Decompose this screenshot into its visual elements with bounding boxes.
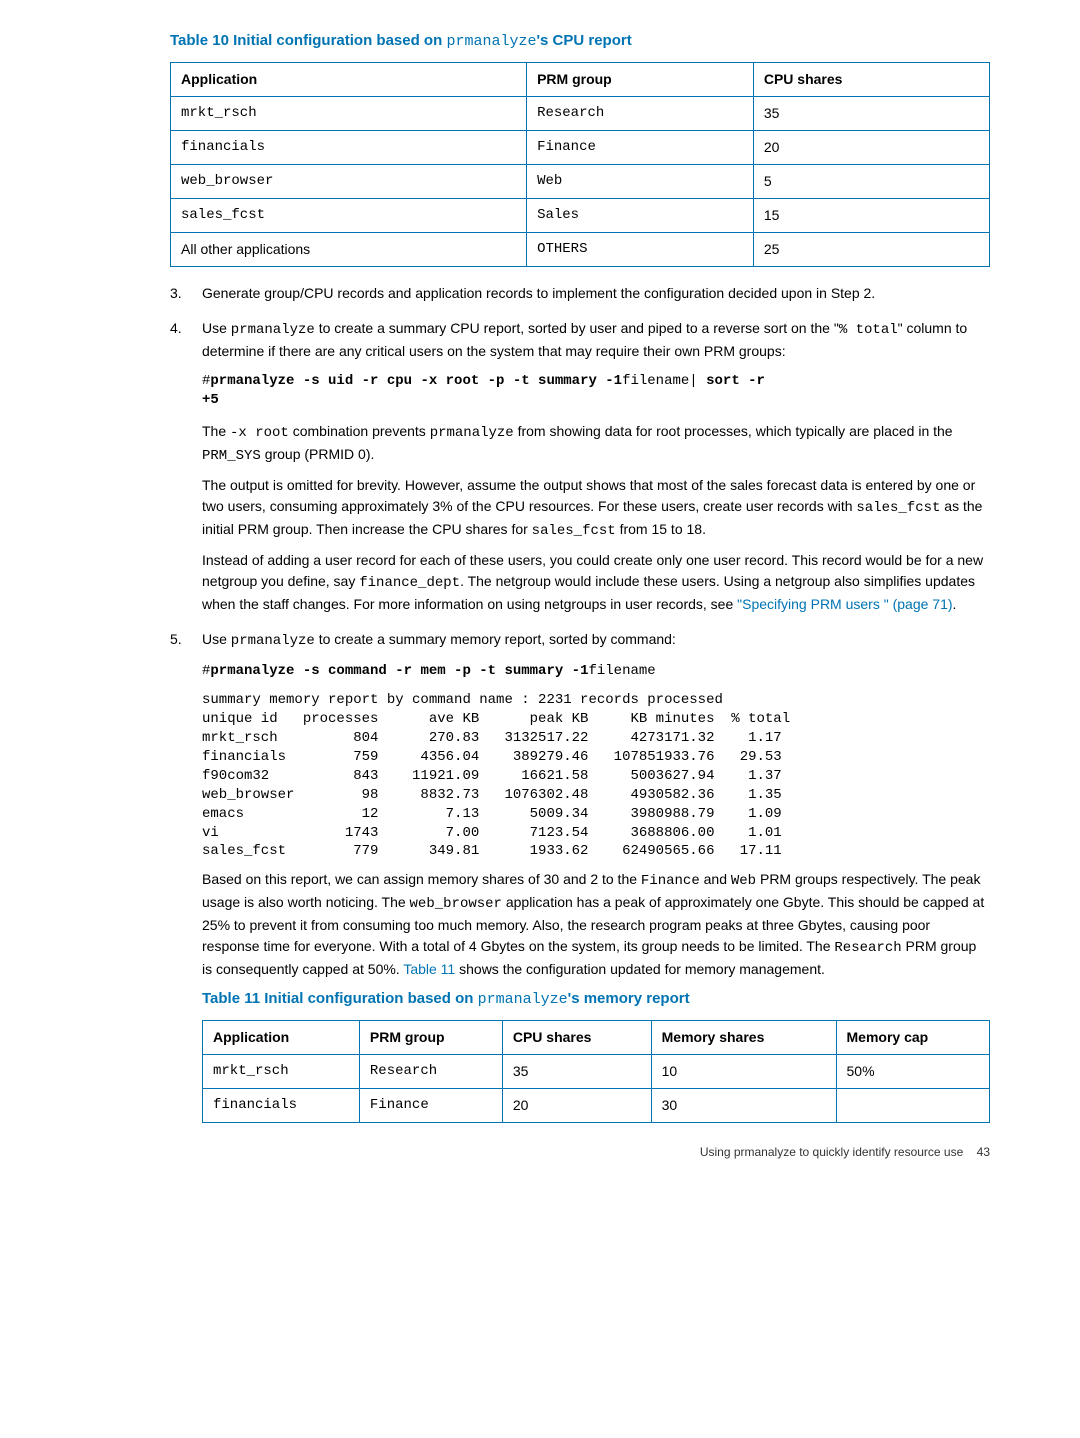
step4-p3: The output is omitted for brevity. Howev… [202,475,990,542]
table-cell: financials [203,1088,360,1122]
table-row: All other applicationsOTHERS25 [171,232,990,266]
table-cell: 35 [502,1054,651,1088]
table11-title-prefix: Table 11 Initial configuration based on [202,990,478,1007]
step3-text: Generate group/CPU records and applicati… [202,285,875,301]
table-row: sales_fcstSales15 [171,198,990,232]
table-cell: 5 [753,164,989,198]
table-cell: Web [527,164,754,198]
column-header: PRM group [359,1020,502,1054]
step5-p1: Use prmanalyze to create a summary memor… [202,629,990,652]
table10-title-suffix: 's CPU report [536,32,631,49]
table-cell: 10 [651,1054,836,1088]
step5-code: #prmanalyze -s command -r mem -p -t summ… [202,662,990,682]
table-cell: Finance [527,130,754,164]
footer-text: Using prmanalyze to quickly identify res… [700,1145,963,1159]
step4-code: #prmanalyze -s uid -r cpu -x root -p -t … [202,372,990,411]
table10-title-mono: prmanalyze [446,33,536,50]
page-footer: Using prmanalyze to quickly identify res… [170,1143,990,1161]
table-cell: Finance [359,1088,502,1122]
table11-title-suffix: 's memory report [568,990,690,1007]
table-cell: 50% [836,1054,990,1088]
step5-p2: Based on this report, we can assign memo… [202,869,990,980]
table-row: financialsFinance20 [171,130,990,164]
table-cell: Sales [527,198,754,232]
step5-link[interactable]: Table 11 [403,961,455,977]
table11-title-mono: prmanalyze [478,991,568,1008]
column-header: Memory cap [836,1020,990,1054]
step4-p1: Use prmanalyze to create a summary CPU r… [202,318,990,362]
column-header: Memory shares [651,1020,836,1054]
table-cell: web_browser [171,164,527,198]
table-cell: 25 [753,232,989,266]
column-header: PRM group [527,62,754,96]
table-cell: mrkt_rsch [203,1054,360,1088]
step-4: Use prmanalyze to create a summary CPU r… [170,318,990,615]
step4-link[interactable]: "Specifying PRM users " (page 71) [737,596,952,612]
step5-output: summary memory report by command name : … [202,691,990,861]
table-cell: 30 [651,1088,836,1122]
table10: ApplicationPRM groupCPU sharesmrkt_rschR… [170,62,990,267]
table-cell: All other applications [171,232,527,266]
table-row: web_browserWeb5 [171,164,990,198]
step4-p4: Instead of adding a user record for each… [202,550,990,615]
table11: ApplicationPRM groupCPU sharesMemory sha… [202,1020,990,1123]
table10-title-prefix: Table 10 Initial configuration based on [170,32,446,49]
table-cell: Research [527,96,754,130]
table10-title: Table 10 Initial configuration based on … [170,30,990,54]
table-cell: OTHERS [527,232,754,266]
table-cell: financials [171,130,527,164]
table-row: financialsFinance2030 [203,1088,990,1122]
table-row: mrkt_rschResearch35 [171,96,990,130]
table-cell: sales_fcst [171,198,527,232]
column-header: Application [171,62,527,96]
column-header: CPU shares [502,1020,651,1054]
step4-p2: The -x root combination prevents prmanal… [202,421,990,467]
table-cell: 20 [753,130,989,164]
footer-page: 43 [977,1145,990,1159]
table-cell: 15 [753,198,989,232]
table-cell: 35 [753,96,989,130]
step-5: Use prmanalyze to create a summary memor… [170,629,990,1123]
table-cell: 20 [502,1088,651,1122]
column-header: CPU shares [753,62,989,96]
step-3: Generate group/CPU records and applicati… [170,283,990,304]
table11-title: Table 11 Initial configuration based on … [202,988,990,1012]
table-cell [836,1088,990,1122]
column-header: Application [203,1020,360,1054]
table-row: mrkt_rschResearch351050% [203,1054,990,1088]
table-cell: Research [359,1054,502,1088]
table-cell: mrkt_rsch [171,96,527,130]
